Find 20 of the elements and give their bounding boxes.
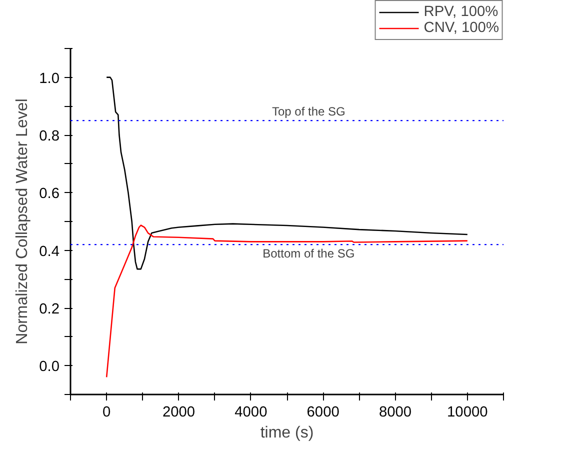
x-tick-label: 2000 bbox=[162, 404, 196, 420]
x-tick-label: 8000 bbox=[378, 404, 412, 420]
y-tick-label: 0.0 bbox=[39, 359, 60, 376]
x-tick-label: 6000 bbox=[306, 404, 340, 420]
y-tick-label: 0.6 bbox=[39, 186, 60, 202]
y-axis-title: Normalized Collapsed Water Level bbox=[14, 98, 32, 344]
line-series bbox=[106, 224, 468, 378]
y-tick-label: 0.8 bbox=[39, 128, 60, 144]
legend-label: RPV, 100% bbox=[424, 4, 498, 20]
line-series bbox=[106, 76, 468, 270]
x-axis-title: time (s) bbox=[260, 424, 314, 442]
x-tick-label: 4000 bbox=[234, 404, 268, 420]
ref-line-label: Top of the SG bbox=[272, 104, 346, 119]
y-tick-label: 1.0 bbox=[39, 70, 60, 87]
y-tick-label: 0.2 bbox=[39, 302, 60, 318]
y-tick-label: 0.4 bbox=[39, 244, 60, 260]
x-tick-label: 0 bbox=[102, 404, 111, 420]
legend-label: CNV, 100% bbox=[424, 20, 499, 36]
ref-line-label: Bottom of the SG bbox=[262, 246, 355, 261]
x-tick-label: 10000 bbox=[447, 404, 488, 420]
